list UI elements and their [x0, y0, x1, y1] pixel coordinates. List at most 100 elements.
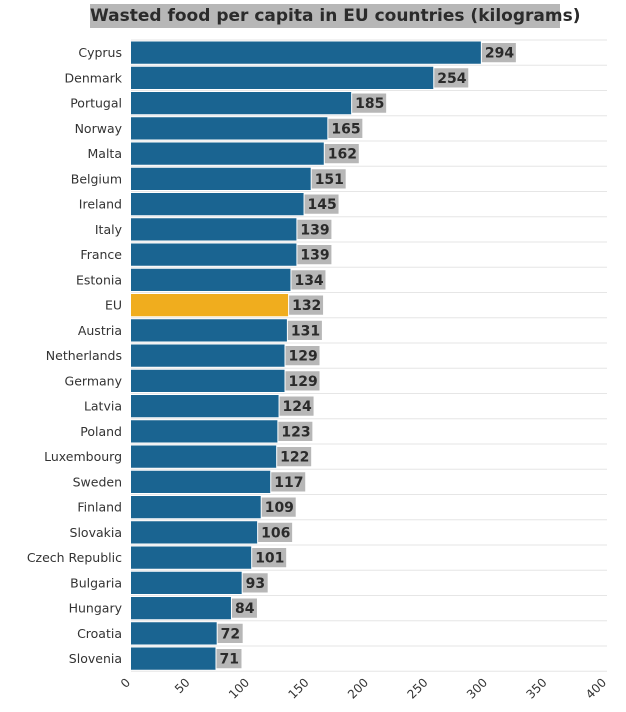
category-label: Slovakia: [70, 525, 122, 540]
bar: [131, 597, 231, 620]
value-label: 101: [255, 551, 284, 567]
category-label: Sweden: [73, 474, 122, 489]
value-label-bg: [328, 118, 363, 138]
bar: [131, 167, 311, 190]
value-label: 134: [294, 273, 323, 289]
value-label-bg: [217, 623, 243, 643]
x-tick-label: 50: [172, 675, 193, 696]
value-label-bg: [297, 245, 332, 265]
bar: [131, 319, 287, 342]
value-label: 145: [308, 197, 337, 213]
bar: [131, 344, 285, 367]
category-label: EU: [105, 298, 122, 313]
bar: [131, 470, 271, 493]
bar: [131, 117, 328, 140]
value-label-bg: [352, 93, 387, 113]
value-label: 165: [331, 121, 360, 137]
category-label: Norway: [75, 121, 123, 136]
bar: [131, 66, 434, 89]
category-label: Malta: [88, 146, 122, 161]
category-label: Ireland: [79, 197, 122, 212]
bar: [131, 622, 217, 645]
x-tick-label: 350: [524, 675, 550, 701]
value-label-bg: [481, 43, 516, 63]
x-tick-label: 300: [464, 675, 490, 701]
bar: [131, 243, 297, 266]
value-label: 294: [485, 46, 514, 62]
category-label: Finland: [77, 500, 122, 515]
x-tick-label: 150: [286, 675, 312, 701]
bar: [131, 218, 297, 241]
value-label-bg: [311, 169, 346, 189]
category-label: Estonia: [76, 272, 122, 287]
x-tick-label: 250: [405, 675, 431, 701]
category-label: Germany: [65, 373, 123, 388]
value-label-bg: [285, 371, 320, 391]
value-label: 131: [291, 323, 320, 339]
category-label: Italy: [95, 222, 123, 237]
value-label: 254: [437, 71, 466, 87]
category-label: Bulgaria: [70, 575, 122, 590]
value-label-bg: [324, 144, 359, 164]
category-label: Denmark: [65, 70, 123, 85]
bar: [131, 369, 285, 392]
value-label-bg: [434, 68, 469, 88]
value-label: 72: [221, 626, 240, 642]
category-label: Cyprus: [78, 45, 122, 60]
bar: [131, 268, 291, 291]
value-label: 93: [246, 576, 265, 592]
value-label: 185: [355, 96, 384, 112]
x-tick-label: 0: [118, 675, 133, 690]
value-label: 162: [328, 147, 357, 163]
value-label: 139: [300, 248, 329, 264]
bar: [131, 142, 324, 165]
value-label-bg: [261, 497, 296, 517]
value-label-bg: [277, 447, 312, 467]
bar: [131, 420, 278, 443]
category-label: Austria: [78, 323, 122, 338]
bar: [131, 92, 352, 115]
bar: [131, 294, 289, 317]
value-label: 139: [300, 222, 329, 238]
value-label-bg: [287, 320, 322, 340]
category-label: France: [80, 247, 122, 262]
category-label: Latvia: [84, 399, 122, 414]
value-label: 122: [280, 450, 309, 466]
bar: [131, 445, 277, 468]
category-label: Netherlands: [46, 348, 122, 363]
bar: [131, 647, 216, 670]
value-label-bg: [289, 295, 324, 315]
bar: [131, 395, 279, 418]
bar: [131, 521, 258, 544]
bar: [131, 193, 304, 216]
bar: [131, 496, 261, 519]
value-label: 71: [219, 652, 238, 668]
value-label-bg: [231, 598, 257, 618]
value-label: 123: [281, 424, 310, 440]
value-label: 109: [265, 500, 294, 516]
value-label-bg: [285, 346, 320, 366]
category-label: Slovenia: [69, 651, 122, 666]
category-label: Belgium: [71, 171, 122, 186]
category-label: Luxembourg: [44, 449, 122, 464]
x-tick-label: 400: [583, 675, 609, 701]
value-label-bg: [252, 548, 287, 568]
x-tick-label: 100: [226, 675, 252, 701]
bar: [131, 571, 242, 594]
value-label: 132: [292, 298, 321, 314]
value-label: 129: [289, 349, 318, 365]
value-label-bg: [291, 270, 326, 290]
value-label: 106: [261, 525, 290, 541]
category-label: Croatia: [77, 626, 122, 641]
value-label: 151: [315, 172, 344, 188]
value-label: 117: [274, 475, 303, 491]
value-label: 129: [289, 374, 318, 390]
category-label: Portugal: [70, 96, 122, 111]
bar: [131, 546, 252, 569]
value-label-bg: [258, 522, 293, 542]
category-label: Hungary: [69, 601, 123, 616]
bar: [131, 41, 481, 64]
category-label: Poland: [80, 424, 122, 439]
chart-title: Wasted food per capita in EU countries (…: [90, 4, 581, 28]
